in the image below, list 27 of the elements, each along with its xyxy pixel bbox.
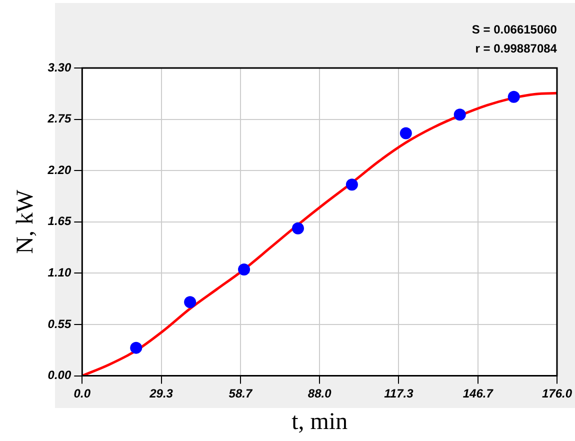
y-tick-label: 0.00 <box>48 368 72 382</box>
line-series <box>82 92 557 376</box>
x-tick-label: 29.3 <box>148 386 174 400</box>
point <box>184 296 196 308</box>
point <box>238 263 250 276</box>
y-tick-label: 1.10 <box>48 266 72 280</box>
x-tick-label: 176.0 <box>542 386 572 400</box>
x-axis-title: t, min <box>292 408 348 435</box>
point <box>400 127 412 140</box>
y-tick-label: 2.20 <box>46 162 72 177</box>
x-tick-label: 146.7 <box>462 386 494 400</box>
y-tick-label: 1.65 <box>48 214 72 228</box>
x-tick-label: 58.7 <box>228 386 254 400</box>
x-tick-label: 117.3 <box>384 386 414 400</box>
point <box>454 108 466 121</box>
x-tick-label: 88.0 <box>308 386 332 400</box>
x-tick-label: 0.0 <box>74 386 91 400</box>
text: r = 0.99887084 <box>475 41 558 56</box>
y-tick-label: 3.30 <box>48 60 72 74</box>
y-tick-label: 0.55 <box>48 316 72 331</box>
text: S = 0.06615060 <box>472 22 558 36</box>
y-axis-title: N, kW <box>12 190 39 254</box>
point <box>130 342 142 354</box>
y-tick-label: 2.75 <box>46 112 72 126</box>
point <box>346 178 358 191</box>
point <box>508 90 520 103</box>
point <box>292 222 304 234</box>
